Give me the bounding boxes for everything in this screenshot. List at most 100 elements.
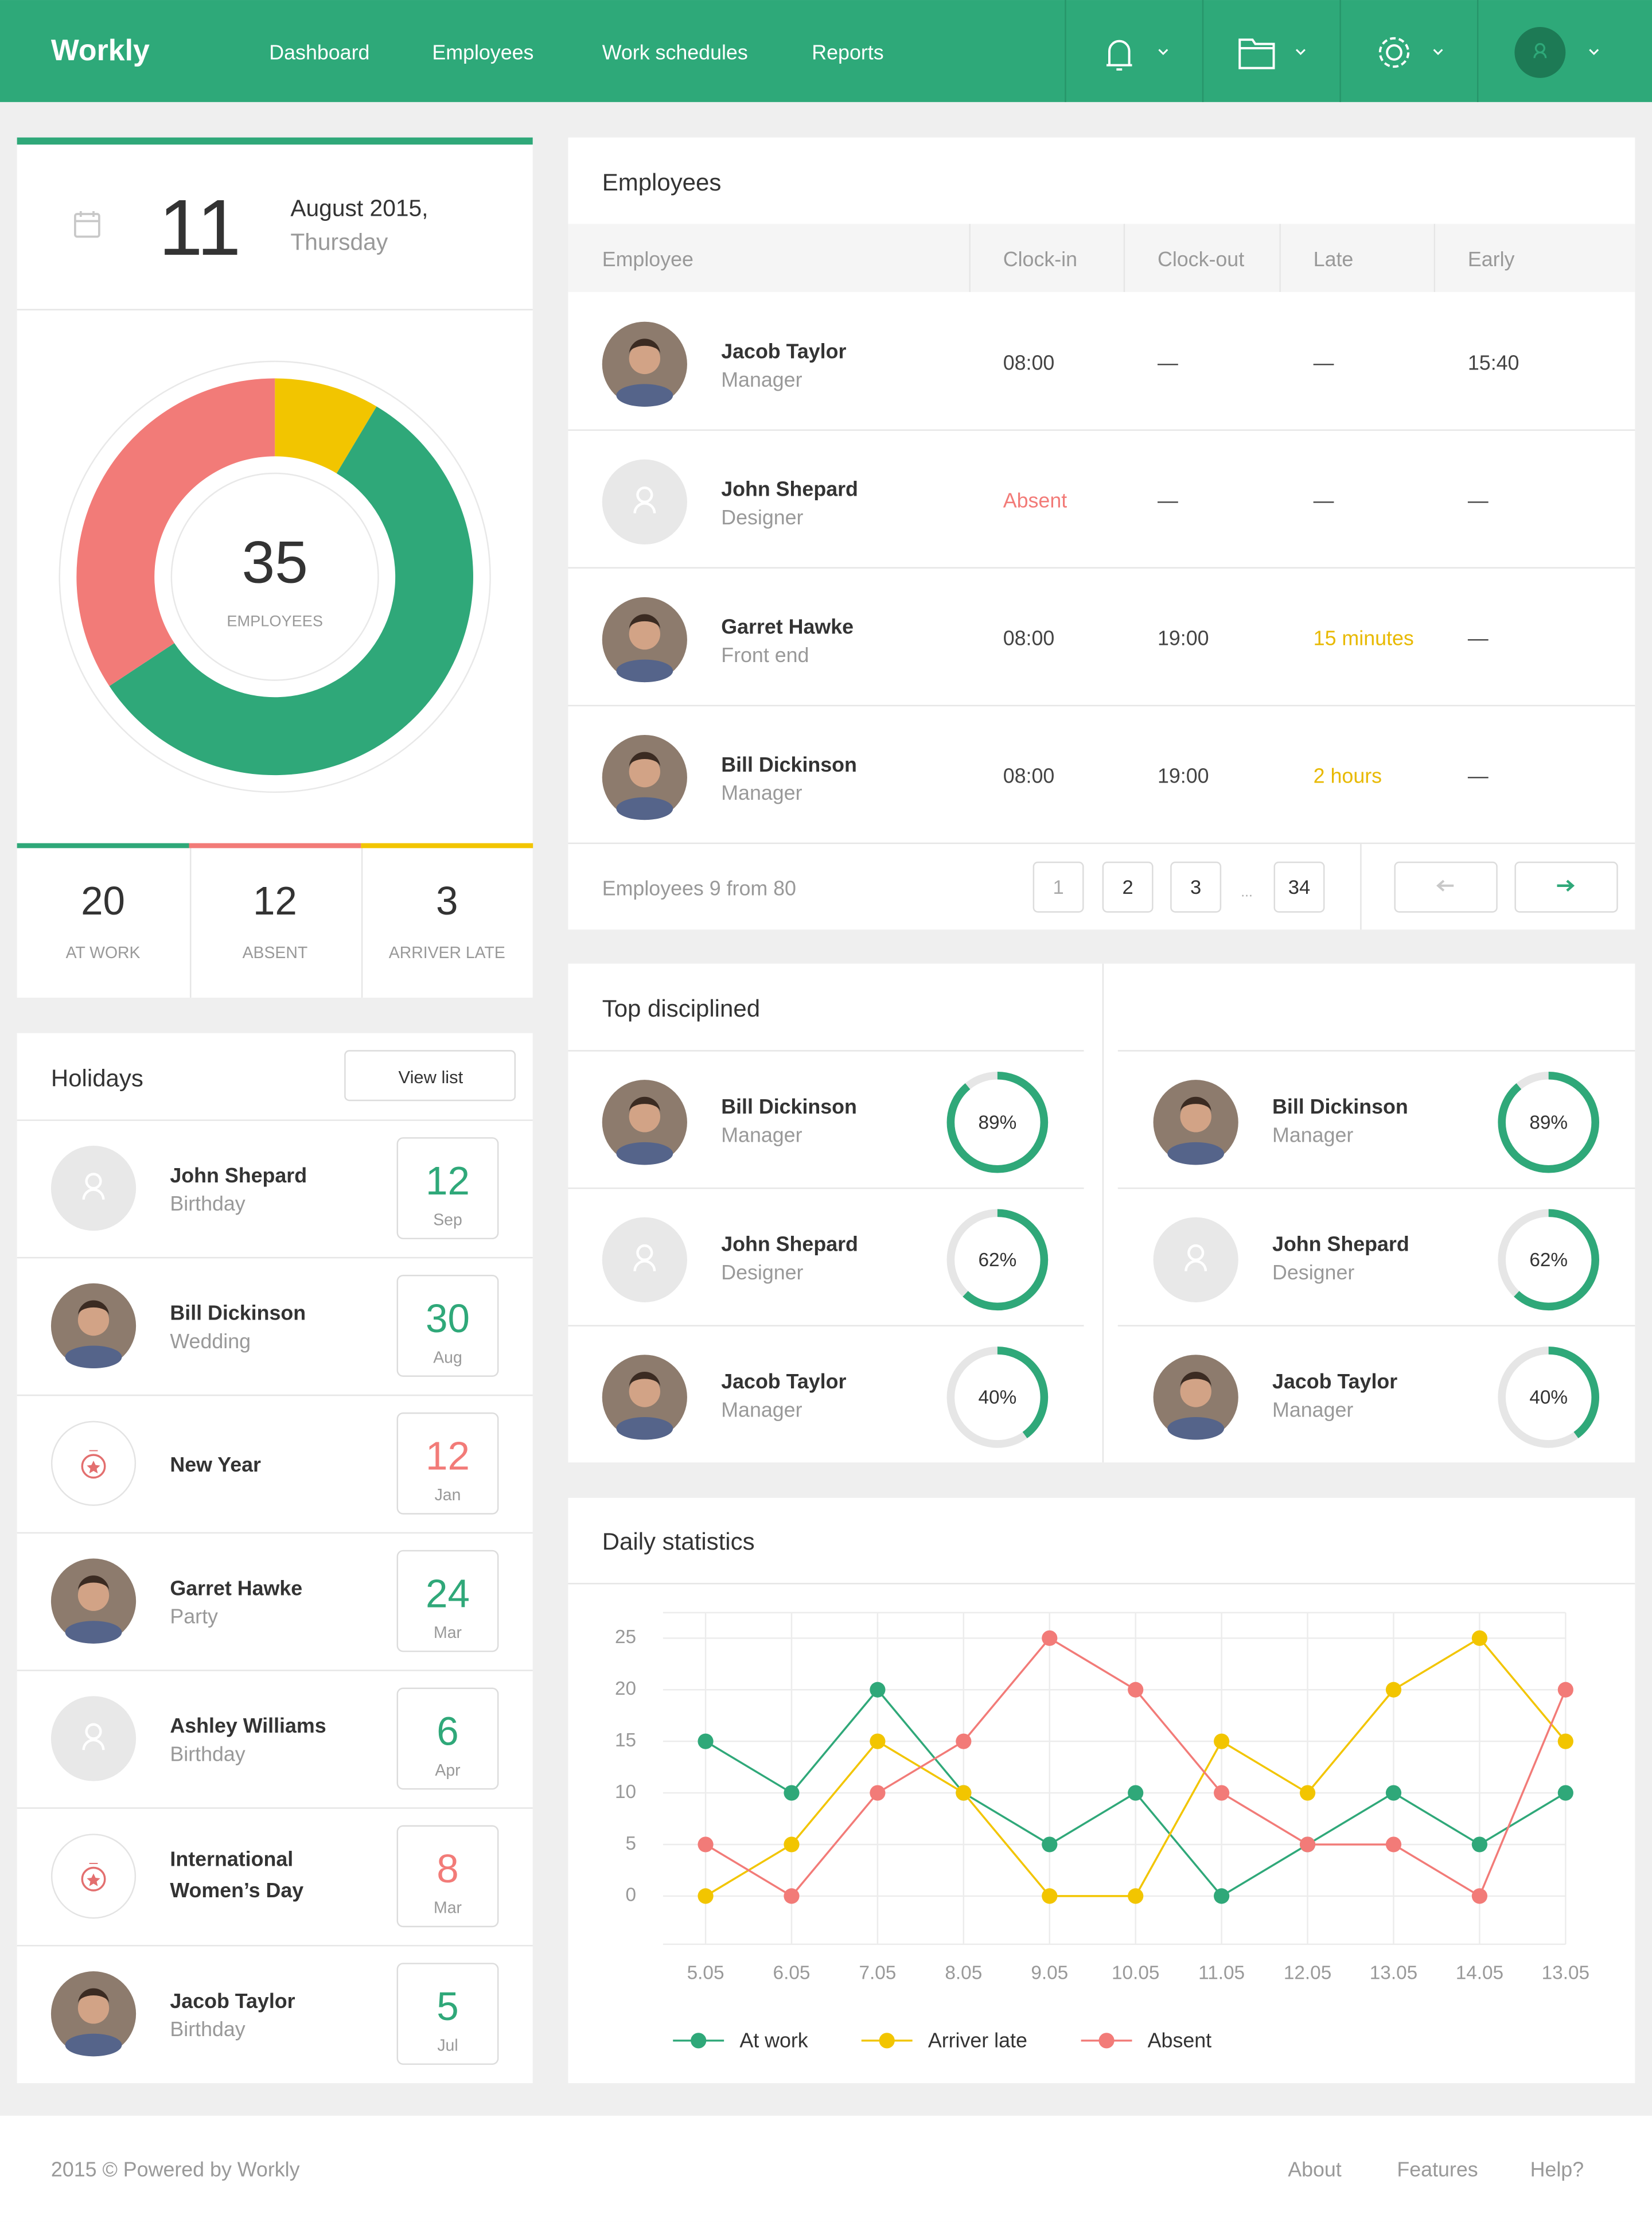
legend-marker [691, 2033, 707, 2049]
holiday-month: Sep [433, 1211, 462, 1229]
donut-segment [76, 378, 275, 686]
legend-marker [1098, 2033, 1115, 2049]
footer-link[interactable]: About [1288, 2158, 1342, 2181]
avatar-face [77, 1579, 110, 1611]
holiday-month: Aug [433, 1348, 462, 1367]
user-icon [1533, 42, 1547, 59]
employee-name: Jacob Taylor [1272, 1370, 1397, 1393]
x-tick-label: 10.05 [1112, 1963, 1159, 1984]
bell-icon[interactable] [1106, 40, 1132, 71]
next-button[interactable] [1514, 861, 1618, 913]
holiday-day: 12 [426, 1158, 470, 1203]
nav-link[interactable]: Dashboard [269, 41, 369, 64]
avatar-placeholder-icon [633, 1244, 656, 1271]
series-point [1128, 1785, 1144, 1801]
holiday-icon-detail [87, 1863, 100, 1886]
folder-icon[interactable] [1238, 38, 1275, 69]
legend-label: Arriver late [928, 2029, 1027, 2052]
table-cell: 2 hours [1314, 765, 1382, 788]
stat-bar [189, 843, 361, 849]
page-number[interactable]: 2 [1122, 877, 1133, 898]
avatar-hair [77, 1300, 110, 1316]
series-point [698, 1733, 714, 1749]
employee-name: Garret Hawke [721, 616, 854, 639]
date-box [396, 1137, 499, 1240]
y-tick-label: 0 [625, 1885, 636, 1906]
series-point [1042, 1630, 1058, 1646]
employees-title: Employees [602, 169, 722, 196]
avatar-placeholder-icon [633, 486, 656, 513]
series-point [1471, 1836, 1487, 1853]
avatar-hair [1180, 1096, 1211, 1112]
page-number[interactable]: 1 [1053, 877, 1063, 898]
holiday-icon-mark [81, 1866, 106, 1892]
employee-role: Front end [721, 644, 809, 667]
view-list-button[interactable] [344, 1050, 516, 1102]
prev-arrow [1436, 880, 1454, 892]
y-tick-label: 25 [615, 1626, 636, 1648]
series-point [1299, 1836, 1316, 1853]
holiday-event: Wedding [170, 1330, 251, 1353]
table-cell: 19:00 [1158, 765, 1209, 788]
page-button[interactable] [1273, 861, 1325, 913]
prev-button[interactable] [1394, 861, 1498, 913]
page-number[interactable]: 34 [1288, 877, 1310, 898]
avatar-face [1180, 1376, 1211, 1407]
score-label: 62% [1529, 1250, 1568, 1271]
footer-link[interactable]: Help? [1530, 2158, 1584, 2181]
y-tick-label: 10 [615, 1781, 636, 1803]
stat-value: 20 [81, 878, 125, 923]
table-cell: 08:00 [1003, 351, 1055, 374]
footer-link[interactable]: Features [1397, 2158, 1478, 2181]
page-button[interactable] [1102, 861, 1154, 913]
score-ring [946, 1347, 1049, 1448]
nav-link[interactable]: Work schedules [602, 41, 748, 64]
x-tick-label: 6.05 [773, 1963, 811, 1984]
pager-buttons[interactable] [1394, 861, 1618, 913]
calendar-icon [74, 211, 100, 238]
employee-name: Bill Dickinson [1272, 1095, 1408, 1118]
disciplined-title: Top disciplined [602, 995, 760, 1022]
page-button[interactable] [1032, 861, 1084, 913]
series-point [1214, 1733, 1230, 1749]
page-number[interactable]: 3 [1190, 877, 1201, 898]
chart-title: Daily statistics [602, 1528, 755, 1555]
nav-link[interactable]: Employees [432, 41, 533, 64]
x-tick-label: 12.05 [1284, 1963, 1331, 1984]
legend-marker [879, 2033, 895, 2049]
next-arrow [1557, 880, 1575, 892]
avatar-face [629, 1376, 661, 1407]
dividers [17, 843, 1635, 1585]
series-point [870, 1682, 886, 1698]
column-header: Clock-out [1158, 248, 1244, 271]
holiday-month: Jul [437, 2036, 458, 2054]
card-accent [17, 137, 533, 145]
footer [0, 2115, 1652, 2222]
holiday-event: Birthday [170, 2018, 245, 2041]
date-box [396, 1275, 499, 1377]
date-box [396, 1825, 499, 1928]
table-cell: 08:00 [1003, 626, 1055, 649]
view-list-label[interactable]: View list [399, 1067, 463, 1087]
table-header [568, 224, 1635, 292]
table-summary: Employees 9 from 80 [602, 877, 796, 900]
series-point [1042, 1836, 1058, 1853]
avatar-body [616, 384, 673, 407]
nav-link[interactable]: Reports [812, 41, 883, 64]
holiday-event: Birthday [170, 1743, 245, 1766]
page-button[interactable] [1170, 861, 1222, 913]
avatar-face [1180, 1101, 1211, 1133]
holiday-icon-detail [87, 1450, 100, 1474]
donut-total-label: EMPLOYEES [227, 612, 323, 630]
holidays-title: Holidays [51, 1064, 143, 1091]
series-point [956, 1733, 972, 1749]
table-cell: Absent [1003, 489, 1067, 512]
x-tick-label: 11.05 [1198, 1963, 1245, 1984]
avatar-body [1167, 1142, 1225, 1165]
series-point [698, 1836, 714, 1853]
employee-role: Designer [1272, 1261, 1354, 1284]
series-point [1042, 1888, 1058, 1904]
nav-icons[interactable] [1106, 37, 1599, 71]
donut-total: 35 [241, 528, 307, 595]
settings-icon[interactable] [1386, 44, 1402, 61]
